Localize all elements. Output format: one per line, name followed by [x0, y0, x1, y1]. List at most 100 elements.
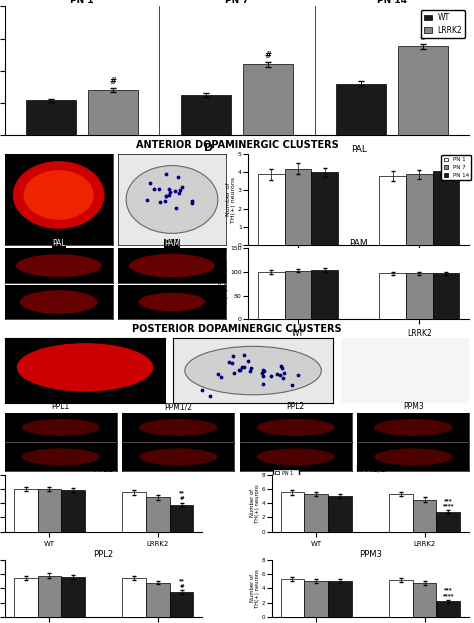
- Bar: [61, 577, 85, 617]
- Point: [217, 373, 225, 383]
- Bar: [406, 273, 433, 320]
- Point: [146, 178, 154, 188]
- Y-axis label: Number of
TH(+) neurons: Number of TH(+) neurons: [250, 569, 260, 608]
- Text: PN 1: PN 1: [70, 0, 93, 5]
- Y-axis label: LRRK2: LRRK2: [0, 290, 2, 315]
- Point: [172, 203, 180, 213]
- Bar: [61, 490, 85, 531]
- Point: [215, 369, 222, 379]
- Ellipse shape: [374, 419, 453, 436]
- Text: PN 14: PN 14: [377, 0, 407, 5]
- Point: [228, 358, 236, 368]
- Point: [236, 364, 243, 374]
- Bar: [170, 592, 193, 617]
- Bar: [304, 494, 328, 531]
- Ellipse shape: [13, 161, 105, 229]
- Point: [171, 186, 179, 196]
- Bar: [37, 489, 61, 531]
- Text: ANTERIOR DOPAMINERGIC CLUSTERS: ANTERIOR DOPAMINERGIC CLUSTERS: [136, 140, 338, 150]
- Bar: [433, 171, 459, 245]
- Bar: [243, 64, 293, 135]
- Text: PPL1: PPL1: [52, 402, 70, 411]
- Text: #: #: [109, 77, 116, 86]
- Point: [280, 368, 287, 378]
- Point: [165, 191, 173, 201]
- Bar: [406, 174, 433, 245]
- Title: PAL: PAL: [351, 145, 366, 153]
- Ellipse shape: [21, 419, 100, 436]
- Point: [244, 356, 252, 366]
- Point: [174, 172, 182, 182]
- Point: [162, 191, 170, 201]
- Point: [259, 364, 267, 374]
- Point: [150, 184, 157, 194]
- Bar: [304, 581, 328, 617]
- Text: **
#: ** #: [179, 578, 184, 589]
- Bar: [146, 583, 170, 617]
- Point: [279, 373, 287, 383]
- Point: [246, 366, 254, 376]
- Text: PPL2: PPL2: [287, 402, 305, 411]
- Y-axis label: Number of
TH(+) neurons: Number of TH(+) neurons: [250, 483, 260, 523]
- Title: PAM: PAM: [349, 239, 368, 247]
- Title: PPM3: PPM3: [359, 550, 382, 559]
- Y-axis label: WT: WT: [0, 260, 2, 272]
- Bar: [379, 176, 406, 245]
- Bar: [88, 90, 137, 135]
- Ellipse shape: [139, 449, 218, 465]
- Bar: [379, 273, 406, 320]
- Bar: [328, 496, 352, 531]
- Point: [156, 197, 164, 207]
- Point: [277, 361, 285, 371]
- Point: [260, 379, 267, 389]
- Point: [240, 363, 248, 373]
- Ellipse shape: [21, 449, 100, 465]
- Point: [162, 191, 170, 201]
- Ellipse shape: [139, 293, 205, 312]
- Bar: [258, 272, 285, 320]
- Text: POSTERIOR DOPAMINERGIC CLUSTERS: POSTERIOR DOPAMINERGIC CLUSTERS: [132, 324, 342, 334]
- Bar: [281, 579, 304, 617]
- Ellipse shape: [16, 254, 101, 277]
- Bar: [433, 273, 459, 320]
- Point: [161, 196, 168, 206]
- Title: PPL1: PPL1: [93, 465, 114, 474]
- Legend: PN 1, PN 7, PN 14: PN 1, PN 7, PN 14: [273, 468, 299, 492]
- Point: [189, 196, 196, 206]
- Point: [207, 391, 214, 401]
- Point: [177, 185, 184, 195]
- Bar: [281, 493, 304, 531]
- Point: [178, 182, 186, 192]
- Bar: [337, 83, 386, 135]
- Bar: [328, 581, 352, 617]
- Point: [162, 169, 170, 179]
- Bar: [437, 601, 460, 617]
- Bar: [437, 511, 460, 531]
- Point: [247, 363, 255, 373]
- Text: PPM1/2: PPM1/2: [164, 402, 192, 411]
- Point: [238, 362, 246, 372]
- Point: [175, 188, 183, 198]
- Bar: [311, 173, 338, 245]
- Point: [225, 357, 233, 367]
- Bar: [399, 46, 448, 135]
- Ellipse shape: [139, 419, 218, 436]
- Bar: [413, 583, 437, 617]
- Bar: [389, 494, 413, 531]
- Bar: [181, 95, 231, 135]
- Point: [198, 385, 206, 395]
- Bar: [122, 493, 146, 531]
- Point: [236, 364, 244, 374]
- Point: [294, 369, 301, 379]
- Y-axis label: Number of
TH(+) neurons: Number of TH(+) neurons: [218, 261, 229, 307]
- Bar: [285, 270, 311, 320]
- Bar: [389, 580, 413, 617]
- Point: [289, 380, 296, 390]
- Bar: [285, 169, 311, 245]
- Text: **
#: ** #: [179, 490, 184, 502]
- Title: PAM: PAM: [164, 239, 180, 247]
- Y-axis label: Number of
TH(+) neurons: Number of TH(+) neurons: [226, 176, 237, 222]
- Bar: [14, 489, 37, 531]
- Ellipse shape: [126, 166, 218, 234]
- Bar: [146, 497, 170, 531]
